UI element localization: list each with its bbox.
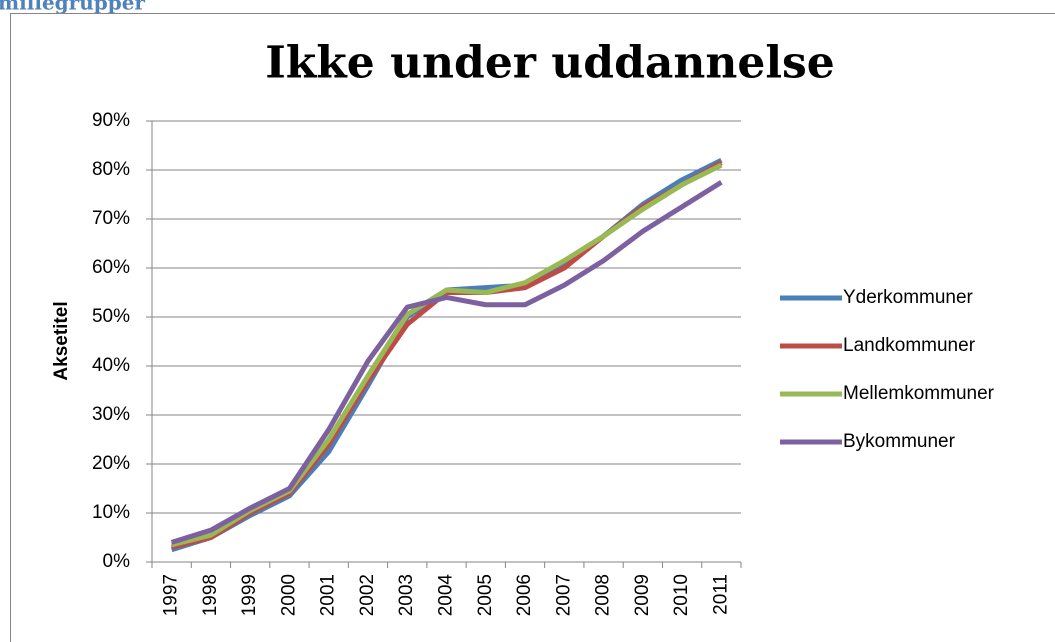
heading: millegrupper — [0, 0, 145, 15]
x-tick-label: 2001 — [318, 574, 339, 616]
chart-frame — [10, 13, 1055, 642]
x-tick-label: 2004 — [436, 574, 457, 617]
x-tick-label: 1998 — [200, 574, 221, 616]
legend-label: Mellemkommuner — [843, 383, 995, 404]
x-tick-label: 2002 — [357, 574, 378, 616]
x-tick-label: 2009 — [632, 574, 653, 616]
legend-label: Landkommuner — [843, 335, 976, 356]
y-tick-label: 30% — [92, 404, 130, 425]
x-tick-label: 2011 — [710, 574, 731, 615]
y-tick-label: 70% — [92, 208, 130, 229]
x-tick-label: 2000 — [278, 574, 299, 616]
y-axis-title: Aksetitel — [51, 301, 72, 380]
x-tick-label: 2003 — [396, 574, 417, 616]
y-tick-label: 40% — [92, 355, 130, 376]
y-tick-label: 50% — [92, 306, 130, 327]
y-tick-label: 10% — [92, 502, 130, 523]
x-tick-label: 2010 — [671, 574, 692, 616]
y-tick-label: 0% — [103, 551, 131, 572]
x-tick-label: 1999 — [239, 574, 260, 616]
chart-title: Ikke under uddannelse — [265, 38, 835, 89]
series-line — [171, 162, 723, 548]
y-tick-label: 60% — [92, 257, 130, 278]
y-tick-label: 90% — [92, 110, 130, 131]
y-tick-label: 80% — [92, 159, 130, 180]
series-line — [170, 180, 723, 545]
y-tick-label: 20% — [92, 453, 130, 474]
series-line — [171, 160, 723, 550]
x-tick-label: 2005 — [475, 574, 496, 616]
x-tick-label: 2006 — [514, 574, 535, 616]
legend-label: Yderkommuner — [843, 287, 974, 308]
x-tick-label: 2008 — [593, 574, 614, 616]
x-tick-label: 2007 — [553, 574, 574, 616]
x-tick-label: 1997 — [161, 574, 182, 616]
legend-label: Bykommuner — [843, 431, 956, 452]
